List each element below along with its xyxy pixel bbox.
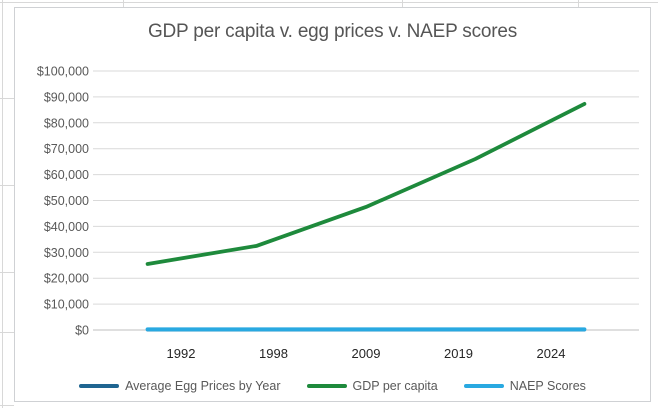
chart-title[interactable]: GDP per capita v. egg prices v. NAEP sco… <box>147 21 518 42</box>
chart-plot-area[interactable]: $0 $10,000 $20,000 $30,000 $40,000 $50,000 $60… <box>15 8 652 403</box>
sheet-gridline-top <box>0 2 658 3</box>
y-axis-tick-label: $0 <box>75 324 89 338</box>
sheet-gridline-col3 <box>578 0 579 7</box>
egg-prices-line-swatch-icon <box>79 384 120 388</box>
y-axis-tick-label: $10,000 <box>44 298 89 312</box>
y-axis-tick-label: $50,000 <box>44 194 89 208</box>
gdp-line-swatch-icon <box>306 384 347 388</box>
y-axis-tick-label: $70,000 <box>44 142 89 156</box>
legend-item-naep-scores[interactable]: NAEP Scores <box>463 379 586 393</box>
y-axis-tick-label: $30,000 <box>44 246 89 260</box>
y-axis-tick-label: $100,000 <box>37 65 89 79</box>
sheet-row-line-3 <box>0 272 14 273</box>
sheet-gridline-left <box>2 0 3 408</box>
x-axis-tick-label: 2009 <box>352 346 381 361</box>
sheet-row-line-5 <box>0 405 14 406</box>
x-axis-tick-label: 1998 <box>259 346 288 361</box>
sheet-row-line-2 <box>0 185 14 186</box>
legend-item-egg-prices[interactable]: Average Egg Prices by Year <box>79 379 281 393</box>
y-axis-tick-label: $40,000 <box>44 220 89 234</box>
y-axis-tick-label: $80,000 <box>44 116 89 130</box>
legend-item-gdp-per-capita[interactable]: GDP per capita <box>306 379 438 393</box>
sheet-gridline-col2 <box>402 0 403 7</box>
sheet-row-line-1 <box>0 98 14 99</box>
naep-line-swatch-icon <box>463 384 504 388</box>
legend-label: GDP per capita <box>352 379 438 393</box>
y-axis-tick-label: $60,000 <box>44 168 89 182</box>
x-axis-tick-label: 1992 <box>167 346 196 361</box>
y-axis-tick-label: $20,000 <box>44 272 89 286</box>
sheet-row-line-4 <box>0 332 14 333</box>
y-axis-tick-label: $90,000 <box>44 90 89 104</box>
x-axis-tick-label: 2024 <box>537 346 566 361</box>
sheet-gridline-col1 <box>123 0 124 7</box>
chart-legend[interactable]: Average Egg Prices by Year GDP per capit… <box>15 379 650 393</box>
legend-label: NAEP Scores <box>509 379 586 393</box>
chart-card[interactable]: GDP per capita v. egg prices v. NAEP sco… <box>14 7 651 402</box>
legend-label: Average Egg Prices by Year <box>125 379 281 393</box>
series-line-1[interactable] <box>145 101 587 266</box>
x-axis-tick-label: 2019 <box>444 346 473 361</box>
